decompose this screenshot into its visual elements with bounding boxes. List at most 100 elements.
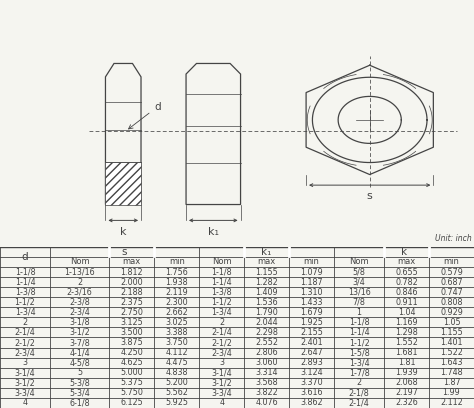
Text: 1.790: 1.790 — [255, 308, 278, 317]
Text: 2-1/8: 2-1/8 — [349, 388, 369, 397]
Text: 1.925: 1.925 — [300, 318, 323, 327]
Text: min: min — [444, 257, 459, 266]
Text: 3.060: 3.060 — [255, 358, 278, 367]
Text: max: max — [397, 257, 416, 266]
Text: 1-1/2: 1-1/2 — [15, 298, 36, 307]
Text: 3-3/4: 3-3/4 — [15, 388, 35, 397]
Text: 3/4: 3/4 — [353, 277, 365, 286]
Text: 3-1/2: 3-1/2 — [15, 378, 36, 387]
Text: 0.687: 0.687 — [440, 277, 463, 286]
Text: 2: 2 — [77, 277, 82, 286]
Text: 1.552: 1.552 — [395, 338, 418, 347]
Text: 1-1/4: 1-1/4 — [15, 277, 35, 286]
Text: k₁: k₁ — [208, 227, 219, 237]
Text: 4-1/4: 4-1/4 — [69, 348, 90, 357]
Text: Nom: Nom — [212, 257, 231, 266]
Text: 1-3/4: 1-3/4 — [15, 308, 35, 317]
Text: 5.750: 5.750 — [120, 388, 143, 397]
Text: 5.925: 5.925 — [165, 399, 188, 408]
Text: 2-1/4: 2-1/4 — [15, 328, 36, 337]
Text: 1-1/4: 1-1/4 — [211, 277, 232, 286]
Text: 1.812: 1.812 — [120, 268, 143, 277]
Text: 5.200: 5.200 — [165, 378, 188, 387]
Text: min: min — [304, 257, 319, 266]
Text: 2.197: 2.197 — [395, 388, 418, 397]
Text: 3.124: 3.124 — [301, 368, 323, 377]
Text: 1.155: 1.155 — [440, 328, 463, 337]
Text: 4: 4 — [22, 399, 27, 408]
Text: 2-1/2: 2-1/2 — [15, 338, 36, 347]
Text: 2.155: 2.155 — [300, 328, 323, 337]
Text: 1: 1 — [356, 308, 362, 317]
Text: 5-3/4: 5-3/4 — [69, 388, 90, 397]
Text: 5.562: 5.562 — [165, 388, 188, 397]
Text: 3.388: 3.388 — [165, 328, 188, 337]
Text: 1.05: 1.05 — [443, 318, 460, 327]
Text: 5: 5 — [77, 368, 82, 377]
Text: 3.875: 3.875 — [120, 338, 143, 347]
Text: 3-3/4: 3-3/4 — [211, 388, 232, 397]
Text: 3: 3 — [22, 358, 27, 367]
Text: 4.838: 4.838 — [165, 368, 188, 377]
Text: 2.298: 2.298 — [255, 328, 278, 337]
Text: 3-1/2: 3-1/2 — [69, 328, 90, 337]
Text: 0.655: 0.655 — [395, 268, 418, 277]
Text: 1-3/8: 1-3/8 — [15, 288, 35, 297]
Text: 2.068: 2.068 — [395, 378, 418, 387]
Text: 1.643: 1.643 — [440, 358, 463, 367]
Text: 6.125: 6.125 — [120, 399, 143, 408]
Text: 1.310: 1.310 — [301, 288, 323, 297]
Text: 2-3/8: 2-3/8 — [69, 298, 90, 307]
Text: 3-1/4: 3-1/4 — [211, 368, 232, 377]
Text: 3.750: 3.750 — [165, 338, 188, 347]
Text: 5.000: 5.000 — [120, 368, 143, 377]
Text: 1.155: 1.155 — [255, 268, 278, 277]
Text: 3.125: 3.125 — [120, 318, 143, 327]
Text: 4.475: 4.475 — [165, 358, 188, 367]
Text: s: s — [367, 191, 373, 202]
Text: 1-3/4: 1-3/4 — [349, 358, 369, 367]
Text: 3-7/8: 3-7/8 — [69, 338, 90, 347]
Text: 2.326: 2.326 — [395, 399, 418, 408]
Text: 4.112: 4.112 — [165, 348, 188, 357]
Text: 1.938: 1.938 — [165, 277, 188, 286]
Text: 3.568: 3.568 — [255, 378, 278, 387]
Text: 1.536: 1.536 — [255, 298, 278, 307]
Text: 3-1/2: 3-1/2 — [211, 378, 232, 387]
Text: 1.681: 1.681 — [395, 348, 418, 357]
Text: 3.862: 3.862 — [301, 399, 323, 408]
Text: 0.808: 0.808 — [440, 298, 463, 307]
Text: 1.522: 1.522 — [440, 348, 463, 357]
Text: 2.401: 2.401 — [301, 338, 323, 347]
Text: d: d — [128, 102, 161, 129]
Text: 3.314: 3.314 — [255, 368, 278, 377]
Text: 2.119: 2.119 — [165, 288, 188, 297]
Text: 3.822: 3.822 — [255, 388, 278, 397]
Text: 1-7/8: 1-7/8 — [349, 368, 369, 377]
Text: 1-3/4: 1-3/4 — [211, 308, 232, 317]
Text: 3-1/8: 3-1/8 — [69, 318, 90, 327]
Text: 7/8: 7/8 — [353, 298, 365, 307]
Text: 2.647: 2.647 — [300, 348, 323, 357]
Text: max: max — [123, 257, 141, 266]
Text: 1.939: 1.939 — [395, 368, 418, 377]
Text: 2.552: 2.552 — [255, 338, 278, 347]
Text: 1.282: 1.282 — [255, 277, 278, 286]
Text: 0.747: 0.747 — [440, 288, 463, 297]
Text: 1-1/2: 1-1/2 — [211, 298, 232, 307]
Text: 4.625: 4.625 — [120, 358, 143, 367]
Text: 5-3/8: 5-3/8 — [69, 378, 90, 387]
Text: 2-3/16: 2-3/16 — [67, 288, 92, 297]
Text: 13/16: 13/16 — [348, 288, 371, 297]
Text: 2.112: 2.112 — [440, 399, 463, 408]
Text: 5.375: 5.375 — [120, 378, 143, 387]
Text: 1.679: 1.679 — [300, 308, 323, 317]
Text: 1-1/4: 1-1/4 — [349, 328, 369, 337]
Text: 2.044: 2.044 — [255, 318, 278, 327]
Text: 3.500: 3.500 — [120, 328, 143, 337]
Text: 1-13/16: 1-13/16 — [64, 268, 95, 277]
Text: 2.893: 2.893 — [300, 358, 323, 367]
Text: Unit: inch: Unit: inch — [435, 234, 472, 243]
Text: 6-1/8: 6-1/8 — [69, 399, 90, 408]
Text: 1.756: 1.756 — [165, 268, 188, 277]
